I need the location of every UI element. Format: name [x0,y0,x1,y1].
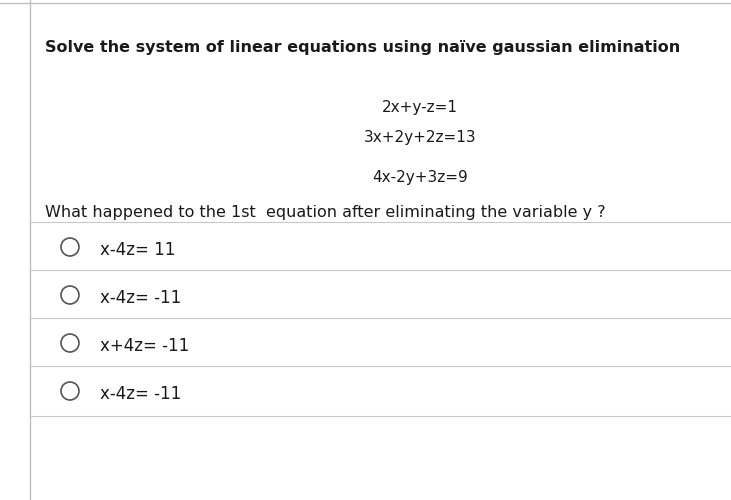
Text: x-4z= 11: x-4z= 11 [100,241,175,259]
Text: 3x+2y+2z=13: 3x+2y+2z=13 [364,130,477,145]
Text: Solve the system of linear equations using naïve gaussian elimination: Solve the system of linear equations usi… [45,40,681,55]
Text: x-4z= -11: x-4z= -11 [100,289,181,307]
Text: x+4z= -11: x+4z= -11 [100,337,189,355]
Text: 2x+y-z=1: 2x+y-z=1 [382,100,458,115]
Text: 4x-2y+3z=9: 4x-2y+3z=9 [372,170,468,185]
Text: x-4z= -11: x-4z= -11 [100,385,181,403]
Text: What happened to the 1st  equation after eliminating the variable y ?: What happened to the 1st equation after … [45,205,605,220]
